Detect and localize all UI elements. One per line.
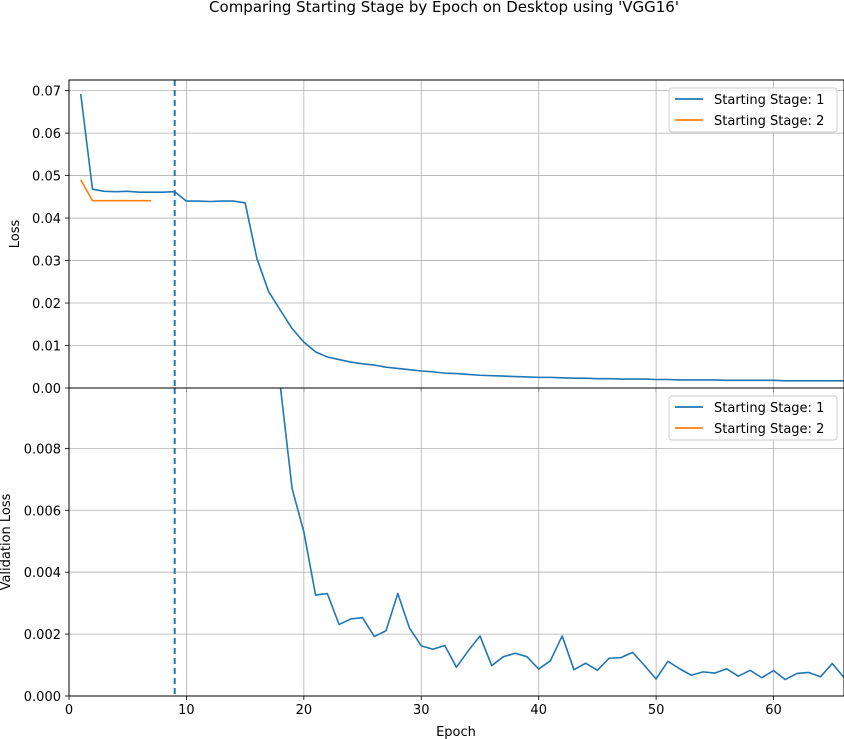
- y-tick-label: 0.07: [32, 85, 61, 100]
- loss-y-axis-label: Loss: [8, 220, 23, 249]
- y-tick-label: 0.06: [32, 127, 61, 142]
- legend-box: [668, 87, 838, 133]
- validation-loss-panel: 0 10 20 30 40 50 60 0.000 0.002 0.004 0.006 0.008 V…: [0, 388, 844, 718]
- figure-title: Comparing Starting Stage by Epoch on Des…: [209, 0, 679, 16]
- legend-label-stage-2: Starting Stage: 2: [714, 114, 824, 129]
- series-line-stage-1: [79, 93, 844, 382]
- y-tick-label: 0.004: [24, 566, 61, 581]
- validation-loss-ticks: 0 10 20 30 40 50 60 0.000 0.002 0.004 0.006 0.008: [24, 442, 782, 718]
- y-tick-label: 0.03: [32, 255, 61, 270]
- y-tick-label: 0.02: [32, 297, 61, 312]
- x-tick-label: 30: [413, 703, 430, 718]
- y-tick-label: 0.00: [32, 382, 61, 397]
- series-line-stage-2: [80, 179, 152, 202]
- y-tick-label: 0.05: [32, 170, 61, 185]
- y-tick-label: 0.008: [24, 442, 61, 457]
- validation-loss-y-axis-label: Validation Loss: [0, 493, 14, 590]
- x-tick-label: 0: [65, 703, 73, 718]
- validation-loss-lines: [279, 388, 844, 681]
- y-tick-label: 0.000: [24, 690, 61, 705]
- loss-panel: 0.00 0.01 0.02 0.03 0.04 0.05 0.06 0.07 Loss St…: [8, 80, 844, 397]
- x-axis-label: Epoch: [436, 725, 476, 739]
- x-tick-label: 40: [530, 703, 547, 718]
- x-tick-label: 20: [296, 703, 313, 718]
- x-tick-label: 50: [648, 703, 665, 718]
- y-tick-label: 0.006: [24, 504, 61, 519]
- y-tick-label: 0.002: [24, 628, 61, 643]
- loss-legend: Starting Stage: 1 Starting Stage: 2: [668, 87, 838, 133]
- legend-label-stage-1: Starting Stage: 1: [714, 401, 824, 416]
- axes-frames: [68, 79, 844, 697]
- legend-box: [668, 395, 838, 441]
- legend-label-stage-2: Starting Stage: 2: [714, 422, 824, 437]
- series-line-stage-1: [279, 388, 844, 681]
- y-tick-label: 0.01: [32, 340, 61, 355]
- x-tick-label: 60: [765, 703, 782, 718]
- legend-label-stage-1: Starting Stage: 1: [714, 93, 824, 108]
- loss-lines: [79, 93, 844, 382]
- loss-ticks: 0.00 0.01 0.02 0.03 0.04 0.05 0.06 0.07: [32, 85, 774, 397]
- x-tick-label: 10: [178, 703, 195, 718]
- validation-loss-legend: Starting Stage: 1 Starting Stage: 2: [668, 395, 838, 441]
- y-tick-label: 0.04: [32, 212, 61, 227]
- loss-grid: [68, 80, 844, 389]
